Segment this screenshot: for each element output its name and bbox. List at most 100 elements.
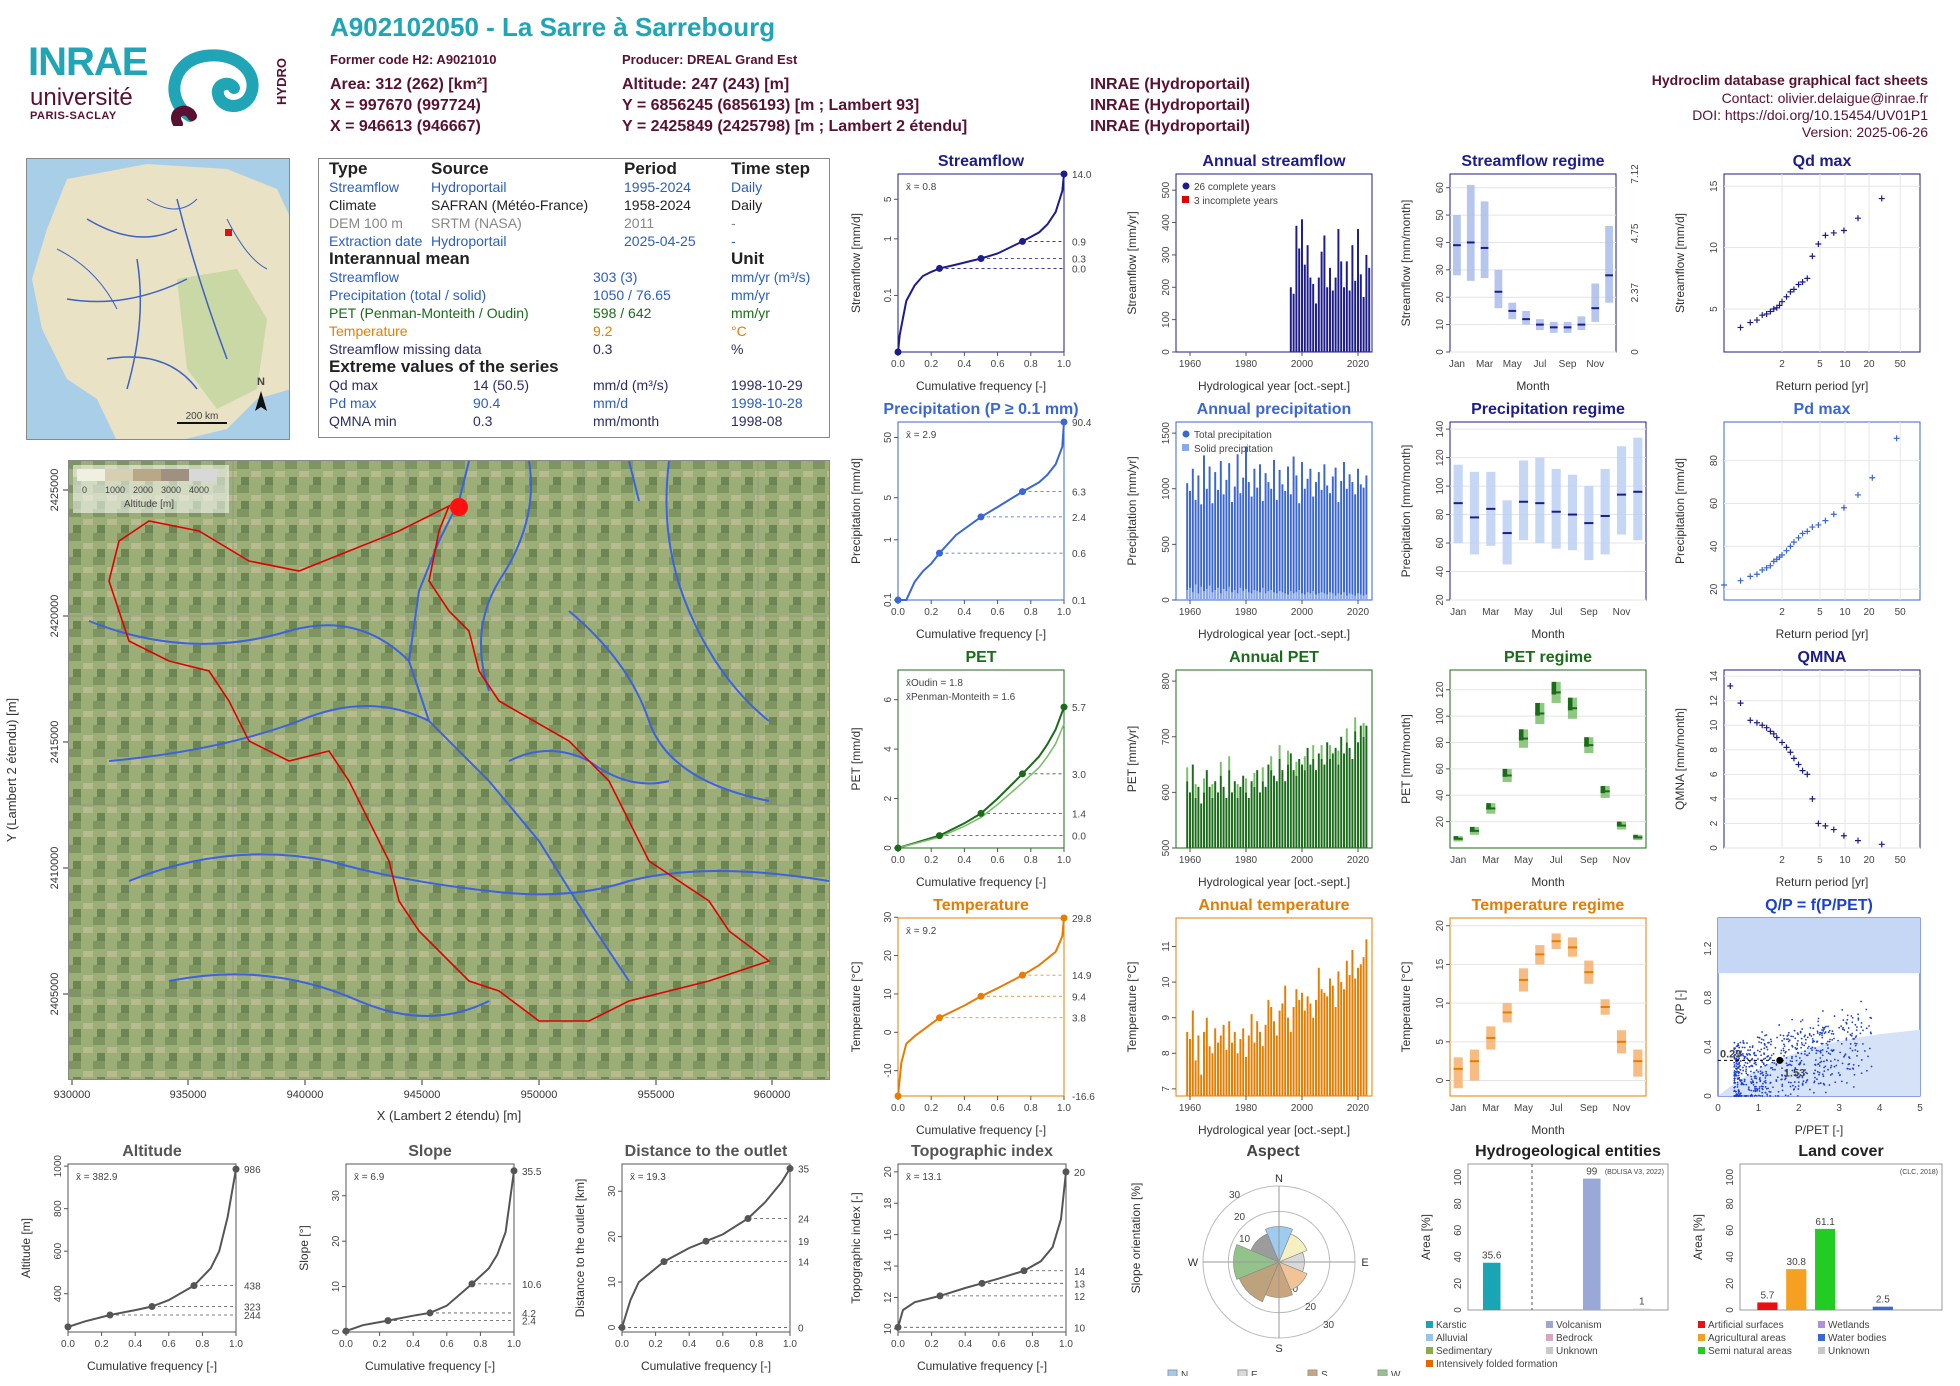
- annual-temp-ytick-label: 11: [1161, 941, 1172, 952]
- annual-pet-bar: [1289, 753, 1292, 848]
- qd-max-point: [1787, 288, 1794, 295]
- budyko-point: [1846, 1081, 1848, 1084]
- budyko-point: [1801, 1076, 1804, 1079]
- slope-cdf-xtick-label: 0.4: [406, 1339, 420, 1350]
- annual-pet-xtick-label: 2020: [1347, 855, 1370, 866]
- annual-temp-bar: [1365, 939, 1368, 1096]
- budyko-point: [1791, 1055, 1793, 1058]
- budyko-point: [1740, 1082, 1743, 1085]
- budyko-point: [1743, 1057, 1746, 1060]
- annual-precip-bar: [1359, 484, 1362, 600]
- altitude-cdf-right-tick-label: 323: [244, 1302, 261, 1313]
- annual-precip-bar-solid: [1267, 591, 1270, 600]
- precip-regime-xtick-label: Jan: [1450, 607, 1466, 618]
- budyko-point: [1870, 1017, 1873, 1020]
- pd-max-point: [1799, 530, 1806, 537]
- qmna-point: [1773, 734, 1780, 741]
- budyko-point: [1791, 1069, 1794, 1072]
- aspect-ring-label: 30: [1323, 1320, 1335, 1331]
- budyko-point: [1788, 1039, 1791, 1042]
- budyko-point: [1766, 1048, 1769, 1051]
- budyko-ytick-label: 0: [1703, 1093, 1714, 1099]
- qd-max-point: [1759, 312, 1766, 319]
- landcover-legend-swatch: [1818, 1321, 1825, 1328]
- annual-precip-bar-solid: [1208, 585, 1211, 600]
- budyko-point: [1851, 1021, 1854, 1024]
- pet-cdf-xtick-label: 1.0: [1057, 855, 1071, 866]
- annual-pet-bar-alt: [1245, 778, 1247, 793]
- budyko-point: [1765, 1075, 1767, 1077]
- budyko-point: [1812, 1072, 1815, 1075]
- annual-temp-bar: [1340, 982, 1343, 1096]
- budyko-point: [1773, 1062, 1776, 1064]
- france-map-graphic: N 200 km: [27, 159, 289, 439]
- budyko-point: [1832, 1033, 1835, 1035]
- precip-regime-ytick-label: 60: [1435, 537, 1446, 549]
- pet-cdf-right-tick-label: 1.4: [1072, 809, 1086, 820]
- annual-pet-bar-alt: [1303, 756, 1306, 771]
- annual-precip-bar: [1329, 493, 1331, 600]
- annual-temp-bar: [1329, 978, 1331, 1096]
- annual-precip-bar: [1250, 496, 1253, 600]
- streamflow-regime-box: [1577, 316, 1586, 331]
- budyko-point: [1821, 1073, 1824, 1076]
- source-streamflow: Hydroportail: [431, 179, 507, 195]
- budyko-point: [1745, 1068, 1748, 1071]
- budyko-point: [1801, 1018, 1804, 1021]
- annual-precip-bar-solid: [1245, 588, 1247, 600]
- streamflow-cdf-ytick-label: 1: [883, 236, 894, 242]
- landcover-ytick-label: 60: [1725, 1224, 1736, 1236]
- period-extraction: 2025-04-25: [624, 233, 696, 249]
- source-3: INRAE (Hydroportail): [1090, 118, 1250, 135]
- budyko-point: [1819, 1051, 1822, 1054]
- budyko-point: [1847, 1027, 1850, 1029]
- temp-cdf-ytick-label: -10: [883, 1063, 894, 1078]
- budyko-point: [1747, 1086, 1750, 1089]
- budyko-point: [1770, 1054, 1773, 1057]
- budyko-point: [1783, 1037, 1786, 1040]
- annual-pet-bar: [1312, 759, 1315, 848]
- y-lambert93: Y = 6856245 (6856193) [m ; Lambert 93]: [622, 97, 920, 114]
- precip-regime-box: [1469, 471, 1480, 555]
- streamflow-cdf-xtick-label: 0.4: [957, 359, 971, 370]
- former-code: Former code H2: A9021010: [330, 52, 497, 67]
- pet-cdf-xtick-label: 0.2: [924, 855, 938, 866]
- interannual-mean-heading: Interannual mean: [329, 249, 470, 268]
- streamflow-cdf-ytick-label: 0.1: [883, 288, 894, 302]
- landcover-ylabel: Area [%]: [1691, 1214, 1705, 1260]
- pet-cdf-xtick-label: 0.8: [1024, 855, 1038, 866]
- budyko-point: [1816, 1030, 1819, 1033]
- budyko-point: [1788, 1063, 1791, 1066]
- qmna-point: [1804, 771, 1811, 778]
- annual-precip-bar: [1205, 488, 1208, 600]
- annual-streamflow-ytick-label: 500: [1161, 181, 1172, 198]
- budyko-point: [1841, 1028, 1844, 1031]
- annual-pet-ytick-label: 800: [1161, 672, 1172, 689]
- budyko-point: [1774, 1068, 1776, 1071]
- budyko-point: [1746, 1062, 1749, 1065]
- annual-precip-bar-solid: [1284, 593, 1287, 600]
- annual-temp-bar: [1348, 974, 1351, 1096]
- budyko-point: [1827, 1068, 1829, 1071]
- budyko-point: [1852, 1063, 1855, 1066]
- streamflow-regime-box: [1605, 226, 1613, 303]
- pet-regime-xtick-label: Sep: [1580, 855, 1598, 866]
- budyko-point: [1736, 1086, 1739, 1088]
- budyko-point: [1776, 1076, 1779, 1079]
- distance-cdf-marker: [744, 1214, 752, 1222]
- temp-cdf-ytick-label: 0: [883, 1029, 894, 1035]
- annual-precip-bar: [1303, 488, 1306, 600]
- budyko-point: [1737, 1070, 1740, 1073]
- basin-ytick-label: 2425000: [49, 469, 61, 512]
- landcover-ytick-label: 20: [1725, 1277, 1736, 1289]
- budyko-point: [1811, 1046, 1814, 1049]
- temp-cdf-ytick-label: 30: [883, 911, 894, 923]
- aspect-direction-label: S: [1275, 1343, 1282, 1355]
- budyko-point: [1758, 1036, 1761, 1039]
- budyko-point: [1796, 1095, 1799, 1097]
- budyko-point: [1792, 1035, 1794, 1038]
- annual-temp-xlabel: Hydrological year [oct.-sept.]: [1198, 1123, 1350, 1137]
- aspect-title: Aspect: [1246, 1143, 1300, 1160]
- budyko-point: [1860, 1000, 1862, 1003]
